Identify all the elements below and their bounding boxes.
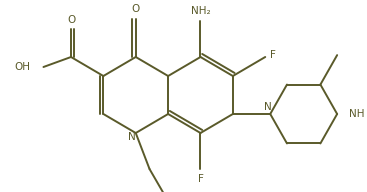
Text: NH₂: NH₂ (191, 6, 210, 16)
Text: N: N (128, 132, 136, 142)
Text: O: O (67, 15, 75, 25)
Text: F: F (197, 174, 203, 184)
Text: O: O (132, 4, 140, 14)
Text: NH: NH (349, 109, 364, 119)
Text: N: N (264, 102, 272, 112)
Text: OH: OH (15, 62, 31, 72)
Text: F: F (270, 50, 276, 60)
